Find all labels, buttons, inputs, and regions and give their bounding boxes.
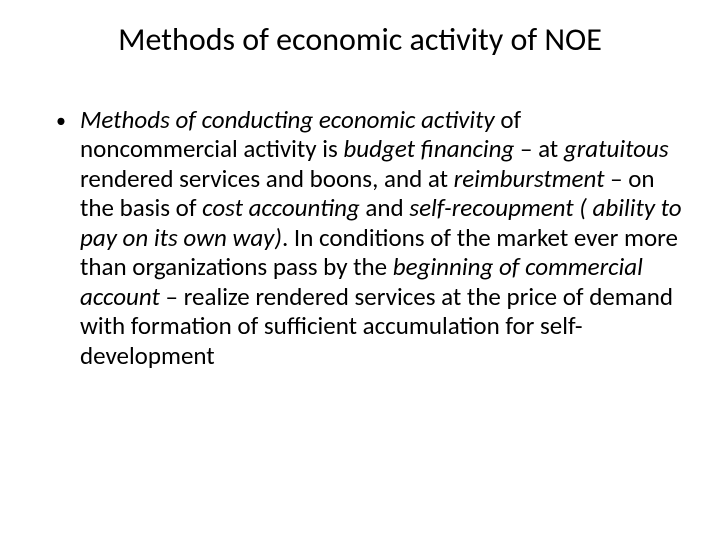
- text-run: budget financing: [343, 133, 514, 164]
- bullet-text: Methods of conducting economic activity …: [80, 105, 682, 371]
- text-run: reimburstment: [454, 163, 605, 194]
- text-run: rendered services and boons, and at: [80, 163, 454, 194]
- text-run: gratuitous: [564, 133, 669, 164]
- text-run: cost accounting: [202, 192, 360, 223]
- text-run: and: [360, 192, 410, 223]
- bullet-item: • Methods of conducting economic activit…: [56, 105, 682, 371]
- text-run: – at: [514, 133, 564, 164]
- slide: Methods of economic activity of NOE • Me…: [0, 0, 720, 540]
- text-run: Methods of conducting economic activity: [80, 104, 495, 135]
- slide-body: • Methods of conducting economic activit…: [38, 105, 682, 371]
- text-run: – realize rendered services at the price…: [80, 281, 673, 371]
- bullet-mark-icon: •: [56, 105, 80, 137]
- page-title: Methods of economic activity of NOE: [38, 22, 682, 59]
